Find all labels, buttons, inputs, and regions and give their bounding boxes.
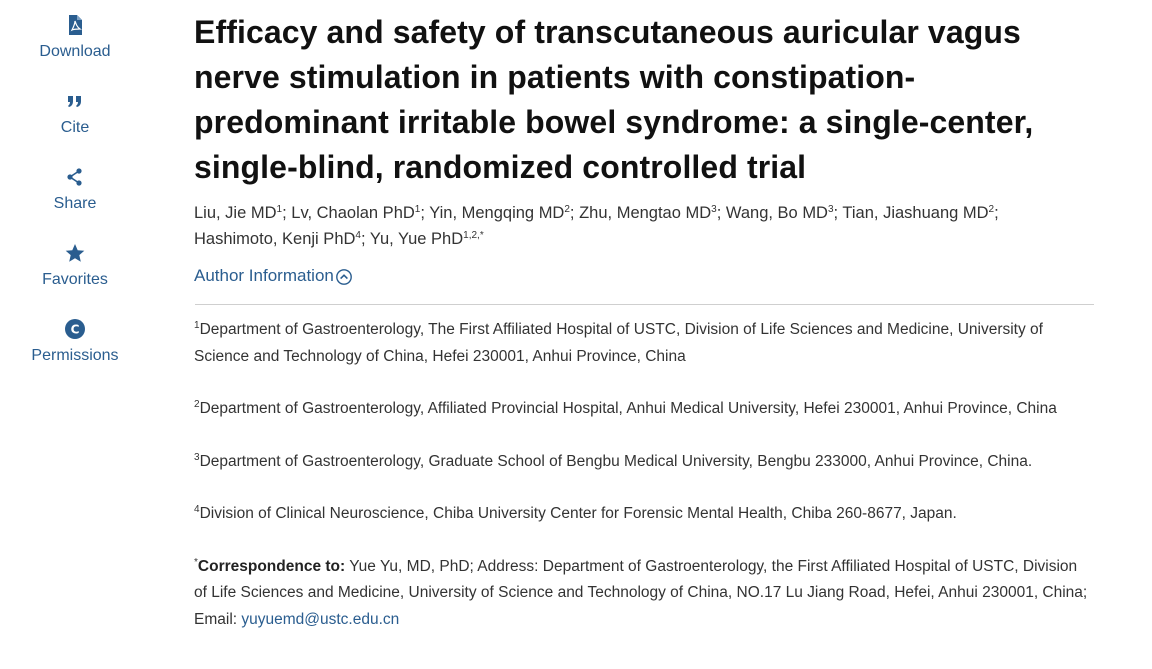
cite-button[interactable]: Cite	[0, 90, 150, 137]
svg-text:C: C	[71, 323, 80, 337]
affiliation: 1Department of Gastroenterology, The Fir…	[194, 320, 1043, 365]
favorites-button[interactable]: Favorites	[0, 242, 150, 289]
divider	[194, 304, 1094, 305]
author-list: Liu, Jie MD1; Lv, Chaolan PhD1; Yin, Men…	[194, 204, 999, 248]
article-header: Efficacy and safety of transcutaneous au…	[194, 10, 1094, 633]
share-button[interactable]: Share	[0, 166, 150, 213]
author[interactable]: Zhu, Mengtao MD3	[579, 204, 717, 222]
download-label: Download	[39, 43, 111, 60]
star-icon	[64, 242, 86, 264]
author[interactable]: Hashimoto, Kenji PhD4	[194, 230, 361, 248]
author[interactable]: Yin, Mengqing MD2	[429, 204, 570, 222]
share-icon	[64, 166, 86, 188]
article-title: Efficacy and safety of transcutaneous au…	[194, 14, 1034, 185]
email-link[interactable]: yuyuemd@ustc.edu.cn	[241, 610, 400, 628]
affiliation: 3Department of Gastroenterology, Graduat…	[194, 451, 1033, 470]
affiliation: 4Division of Clinical Neuroscience, Chib…	[194, 504, 957, 523]
share-label: Share	[53, 195, 97, 212]
author[interactable]: Liu, Jie MD1	[194, 204, 283, 222]
author[interactable]: Lv, Chaolan PhD1	[291, 204, 421, 222]
affiliation: 2Department of Gastroenterology, Affilia…	[194, 399, 1057, 418]
author[interactable]: Wang, Bo MD3	[725, 204, 834, 222]
author[interactable]: Tian, Jiashuang MD2	[842, 204, 995, 222]
chevron-up-icon	[335, 269, 352, 285]
pdf-icon	[64, 14, 86, 36]
favorites-label: Favorites	[42, 271, 108, 288]
author[interactable]: Yu, Yue PhD1,2,*	[369, 230, 484, 248]
correspondence: *Correspondence to: Yue Yu, MD, PhD; Add…	[194, 556, 1088, 628]
author-information-label: Author Information	[194, 266, 334, 285]
correspondence-label: Correspondence to:	[197, 557, 346, 575]
permissions-button[interactable]: C Permissions	[0, 318, 150, 365]
copyright-icon: C	[64, 318, 86, 340]
author-information-toggle[interactable]: Author Information	[194, 266, 353, 286]
permissions-label: Permissions	[31, 347, 119, 364]
cite-label: Cite	[60, 119, 90, 136]
quote-icon	[64, 90, 86, 112]
download-button[interactable]: Download	[0, 14, 150, 61]
